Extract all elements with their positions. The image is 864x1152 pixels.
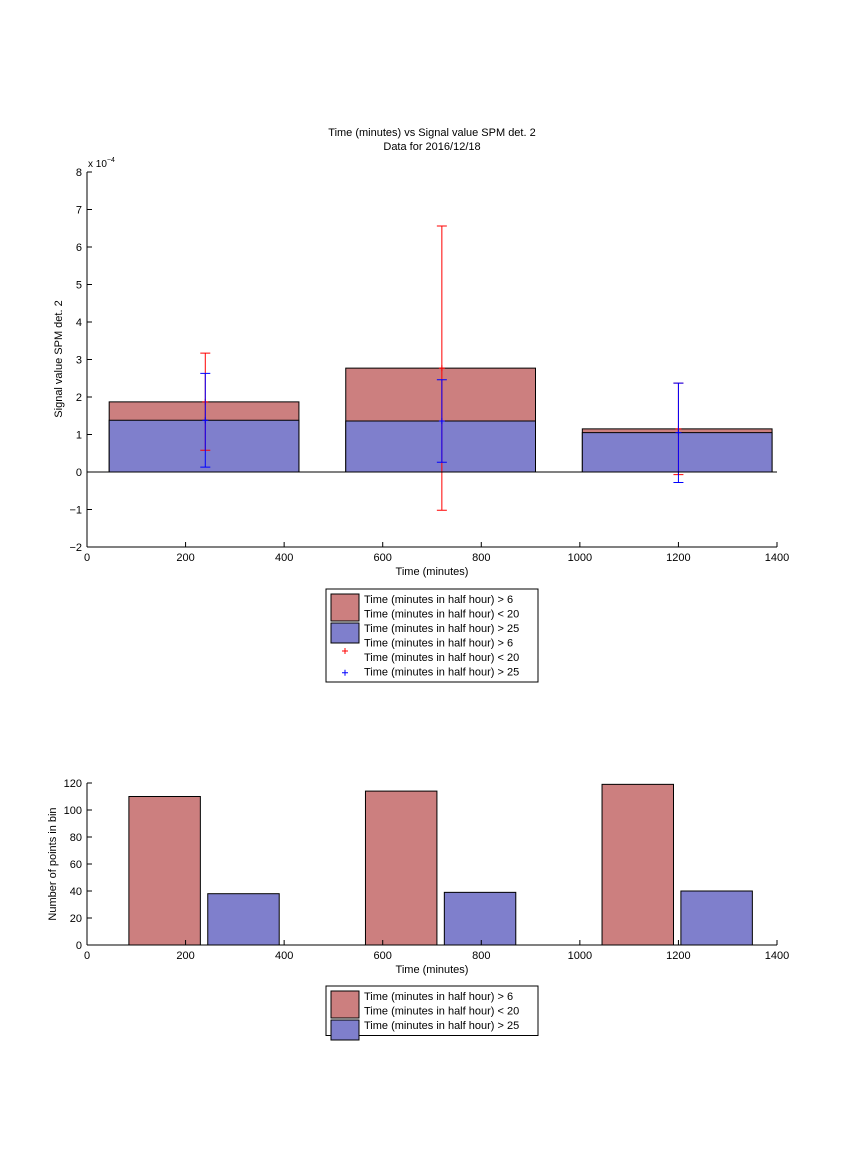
exponent-label: x 10−4 bbox=[88, 157, 115, 170]
y-tick-label: 3 bbox=[76, 355, 82, 367]
exponent-base: x 10 bbox=[88, 159, 107, 170]
y-tick-label: 40 bbox=[70, 886, 82, 898]
x-axis-label: Time (minutes) bbox=[396, 566, 469, 578]
legend-label: Time (minutes in half hour) > 25 bbox=[364, 667, 519, 679]
x-tick-label: 200 bbox=[176, 950, 194, 962]
bars-layer bbox=[128, 783, 753, 946]
y-tick-label: 0 bbox=[76, 467, 82, 479]
x-tick-label: 1200 bbox=[666, 552, 690, 564]
legend: Time (minutes in half hour) > 6 Time (min… bbox=[325, 985, 539, 1041]
chart-title: Time (minutes) vs Signal value SPM det. … bbox=[328, 127, 535, 139]
bar bbox=[108, 419, 300, 473]
x-tick-label: 400 bbox=[275, 552, 293, 564]
y-axis-label: Number of points in bin bbox=[47, 807, 59, 920]
bar bbox=[443, 891, 517, 946]
x-tick-label: 200 bbox=[176, 552, 194, 564]
legend-swatch bbox=[330, 622, 360, 644]
legend-label: Time (minutes in half hour) < 20 bbox=[364, 609, 519, 621]
x-tick-label: 0 bbox=[84, 552, 90, 564]
legend-label: Time (minutes in half hour) > 6 bbox=[364, 638, 513, 650]
legend-swatch bbox=[330, 1019, 360, 1041]
y-tick-label: 4 bbox=[76, 317, 82, 329]
bar bbox=[601, 783, 674, 946]
error-bars-layer bbox=[200, 225, 684, 511]
y-tick-label: 20 bbox=[70, 913, 82, 925]
legend-swatch bbox=[330, 990, 360, 1019]
axes-layer: 0 200 400 600 800 1000 1200 1400 −2 −1 0 1 2 3 4 5 6 7 8 bbox=[69, 167, 789, 564]
x-tick-label: 1200 bbox=[666, 950, 690, 962]
bar bbox=[364, 790, 438, 946]
y-tick-label: −1 bbox=[69, 505, 82, 517]
x-tick-label: 600 bbox=[374, 950, 392, 962]
x-tick-label: 1000 bbox=[568, 552, 592, 564]
y-tick-label: 60 bbox=[70, 859, 82, 871]
y-tick-label: 8 bbox=[76, 167, 82, 179]
y-axis-label: Signal value SPM det. 2 bbox=[53, 300, 65, 417]
y-tick-label: 120 bbox=[64, 778, 82, 790]
x-tick-label: 800 bbox=[472, 552, 490, 564]
count-chart: 0 200 400 600 800 1000 1200 1400 0 20 40 60 80 100 120… bbox=[47, 778, 790, 1041]
y-tick-label: 7 bbox=[76, 205, 82, 217]
x-tick-label: 1400 bbox=[765, 552, 789, 564]
x-tick-label: 1400 bbox=[765, 950, 789, 962]
legend-label: Time (minutes in half hour) < 20 bbox=[364, 1006, 519, 1018]
x-tick-label: 600 bbox=[374, 552, 392, 564]
bar bbox=[128, 796, 201, 946]
exponent-power: −4 bbox=[107, 157, 115, 164]
legend-label: Time (minutes in half hour) > 25 bbox=[364, 623, 519, 635]
legend-box bbox=[325, 588, 539, 683]
chart-subtitle: Data for 2016/12/18 bbox=[383, 141, 480, 153]
y-tick-label: −2 bbox=[69, 542, 82, 554]
x-tick-label: 400 bbox=[275, 950, 293, 962]
bar bbox=[581, 432, 773, 473]
axes-layer: 0 200 400 600 800 1000 1200 1400 0 20 40 60 80 100 120 bbox=[64, 778, 790, 962]
legend-swatch bbox=[330, 593, 360, 622]
legend-label: Time (minutes in half hour) > 6 bbox=[364, 991, 513, 1003]
y-tick-label: 80 bbox=[70, 832, 82, 844]
legend-label: Time (minutes in half hour) < 20 bbox=[364, 652, 519, 664]
legend-box bbox=[325, 985, 539, 1036]
bar bbox=[207, 893, 280, 946]
bar bbox=[345, 420, 536, 473]
bar bbox=[680, 890, 753, 946]
x-tick-label: 0 bbox=[84, 950, 90, 962]
legend-label: Time (minutes in half hour) > 6 bbox=[364, 594, 513, 606]
y-tick-label: 6 bbox=[76, 242, 82, 254]
x-tick-label: 800 bbox=[472, 950, 490, 962]
y-tick-label: 2 bbox=[76, 392, 82, 404]
y-tick-label: 5 bbox=[76, 280, 82, 292]
signal-chart: Time (minutes) vs Signal value SPM det. … bbox=[53, 127, 789, 683]
x-tick-label: 1000 bbox=[568, 950, 592, 962]
x-axis-label: Time (minutes) bbox=[396, 964, 469, 976]
y-tick-label: 1 bbox=[76, 430, 82, 442]
bars-layer bbox=[108, 367, 773, 473]
legend-label: Time (minutes in half hour) > 25 bbox=[364, 1020, 519, 1032]
y-tick-label: 0 bbox=[76, 940, 82, 952]
legend: Time (minutes in half hour) > 6 Time (min… bbox=[325, 588, 539, 683]
y-tick-label: 100 bbox=[64, 805, 82, 817]
